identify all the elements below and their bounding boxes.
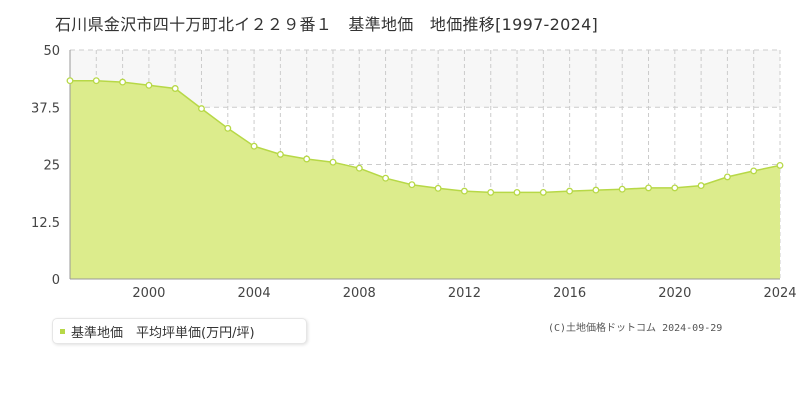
data-point xyxy=(382,174,390,182)
data-point xyxy=(723,173,731,181)
legend[interactable]: 基準地価 平均坪単価(万円/坪) xyxy=(52,318,307,344)
x-tick-label: 2016 xyxy=(553,286,586,301)
data-point xyxy=(119,78,127,86)
y-tick-label: 0 xyxy=(52,273,60,288)
data-point xyxy=(592,186,600,194)
legend-marker xyxy=(60,328,65,334)
x-tick-label: 2004 xyxy=(238,286,271,301)
data-point xyxy=(408,181,416,189)
x-tick-label: 2012 xyxy=(448,286,481,301)
data-point xyxy=(513,188,521,196)
x-tick-label: 2024 xyxy=(763,286,796,301)
copyright-credit: (C)土地価格ドットコム 2024-09-29 xyxy=(548,323,723,334)
data-point xyxy=(171,85,179,92)
data-point xyxy=(198,105,205,113)
data-point xyxy=(92,77,100,85)
data-point xyxy=(750,167,758,175)
x-tick-label: 2000 xyxy=(132,286,165,301)
data-point xyxy=(697,182,705,190)
y-tick-label: 12.5 xyxy=(31,216,60,231)
data-point xyxy=(276,150,284,158)
data-point xyxy=(434,184,442,192)
data-point xyxy=(145,81,153,89)
data-point xyxy=(66,77,74,85)
legend-label: 基準地価 平均坪単価(万円/坪) xyxy=(71,325,255,341)
price-area xyxy=(70,79,781,279)
data-point xyxy=(224,124,232,132)
data-point xyxy=(460,187,468,195)
data-points xyxy=(66,77,784,196)
y-tick-label: 37.5 xyxy=(31,101,60,116)
x-tick-label: 2008 xyxy=(343,286,376,301)
axes: 0 12.5 25 37.5 50 2000 2004 2008 2012 2016 2020 202… xyxy=(31,44,797,301)
data-point xyxy=(355,164,363,172)
data-point xyxy=(250,142,258,150)
data-point xyxy=(303,155,311,163)
data-point xyxy=(776,161,784,169)
y-tick-label: 50 xyxy=(43,44,60,59)
data-point xyxy=(618,185,626,193)
data-point xyxy=(329,158,337,166)
data-point xyxy=(645,184,652,192)
series-area xyxy=(70,80,780,279)
y-tick-label: 25 xyxy=(43,159,60,174)
series-line xyxy=(70,79,781,194)
data-point xyxy=(487,188,495,196)
data-point xyxy=(566,187,574,195)
data-point xyxy=(671,184,679,192)
data-point xyxy=(539,188,547,196)
chart-title: 石川県金沢市四十万町北イ２２９番１ 基準地価 地価推移[1997-2024] xyxy=(55,15,599,34)
x-tick-label: 2020 xyxy=(658,286,691,301)
